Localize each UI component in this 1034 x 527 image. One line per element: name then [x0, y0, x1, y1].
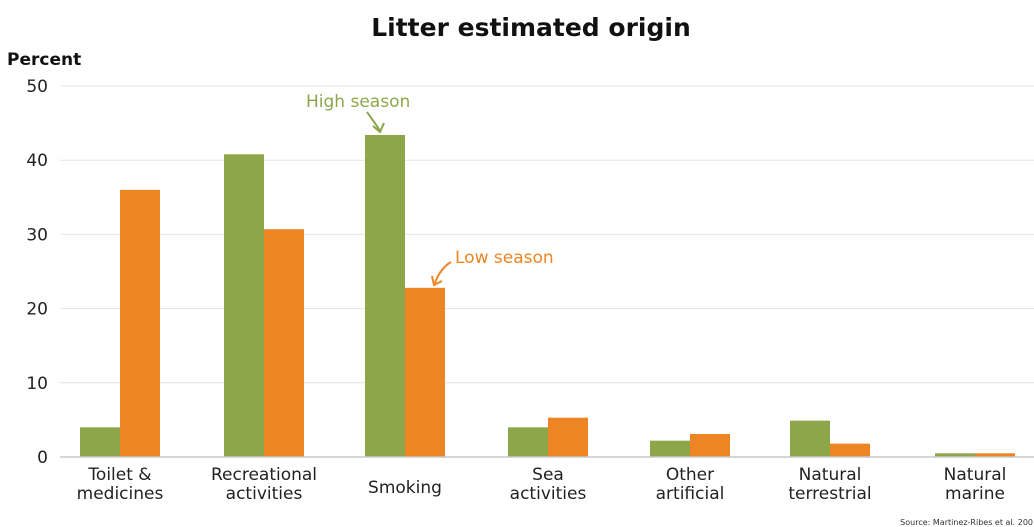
category-label-line: activities [226, 484, 303, 504]
category-label: Other artificial [656, 465, 725, 504]
y-axis-label: Percent [7, 50, 81, 70]
y-tick-labels: 0 10 20 30 40 50 [26, 77, 48, 468]
category-label-line: Natural [799, 465, 862, 485]
category-label: Recreational activities [211, 465, 317, 504]
y-tick-label: 20 [26, 300, 48, 320]
bars [80, 134, 1015, 458]
category-label-line: Natural [944, 465, 1007, 485]
category-label: Sea activities [510, 465, 587, 504]
low-season-bar [405, 287, 445, 457]
category-label-line: terrestrial [788, 484, 871, 504]
low-season-bar [690, 433, 730, 457]
y-tick-label: 30 [26, 225, 48, 245]
high-season-bar [508, 427, 548, 457]
high-season-bar [790, 420, 830, 457]
gridlines [60, 85, 1034, 384]
category-label-line: artificial [656, 484, 725, 504]
high-season-annotation: High season [306, 92, 410, 112]
chart-title: Litter estimated origin [371, 13, 691, 42]
low-season-bar [120, 189, 160, 457]
high-season-arrowhead [372, 122, 385, 134]
category-label: Natural marine [944, 465, 1007, 504]
low-season-bar [830, 443, 870, 457]
low-season-bar [975, 453, 1015, 457]
category-label-line: medicines [77, 484, 164, 504]
low-season-arrow [434, 261, 452, 284]
category-label-line: marine [945, 484, 1005, 504]
high-season-arrow [366, 111, 381, 132]
category-label-line: Other [666, 465, 714, 485]
low-season-bar [264, 229, 304, 457]
low-season-bar [548, 417, 588, 457]
category-label-line: activities [510, 484, 587, 504]
high-season-bar [935, 453, 975, 457]
category-label-line: Toilet & [87, 465, 151, 485]
y-tick-label: 0 [37, 448, 48, 468]
annotations: High season Low season [306, 92, 554, 287]
low-season-annotation: Low season [455, 248, 554, 268]
high-season-bar [224, 154, 264, 457]
y-tick-label: 40 [26, 151, 48, 171]
category-label-line: Recreational [211, 465, 317, 485]
category-label: Toilet & medicines [77, 465, 164, 504]
y-tick-label: 10 [26, 374, 48, 394]
high-season-bar [650, 440, 690, 457]
category-label: Natural terrestrial [788, 465, 871, 504]
high-season-bar [80, 427, 120, 457]
category-label-line: Sea [532, 465, 564, 485]
category-label: Smoking [368, 478, 442, 498]
source-note: Source: Martinez-Ribes et al. 200 [900, 518, 1033, 527]
y-tick-label: 50 [26, 77, 48, 97]
low-season-arrowhead [431, 275, 443, 287]
high-season-bar [365, 134, 405, 458]
